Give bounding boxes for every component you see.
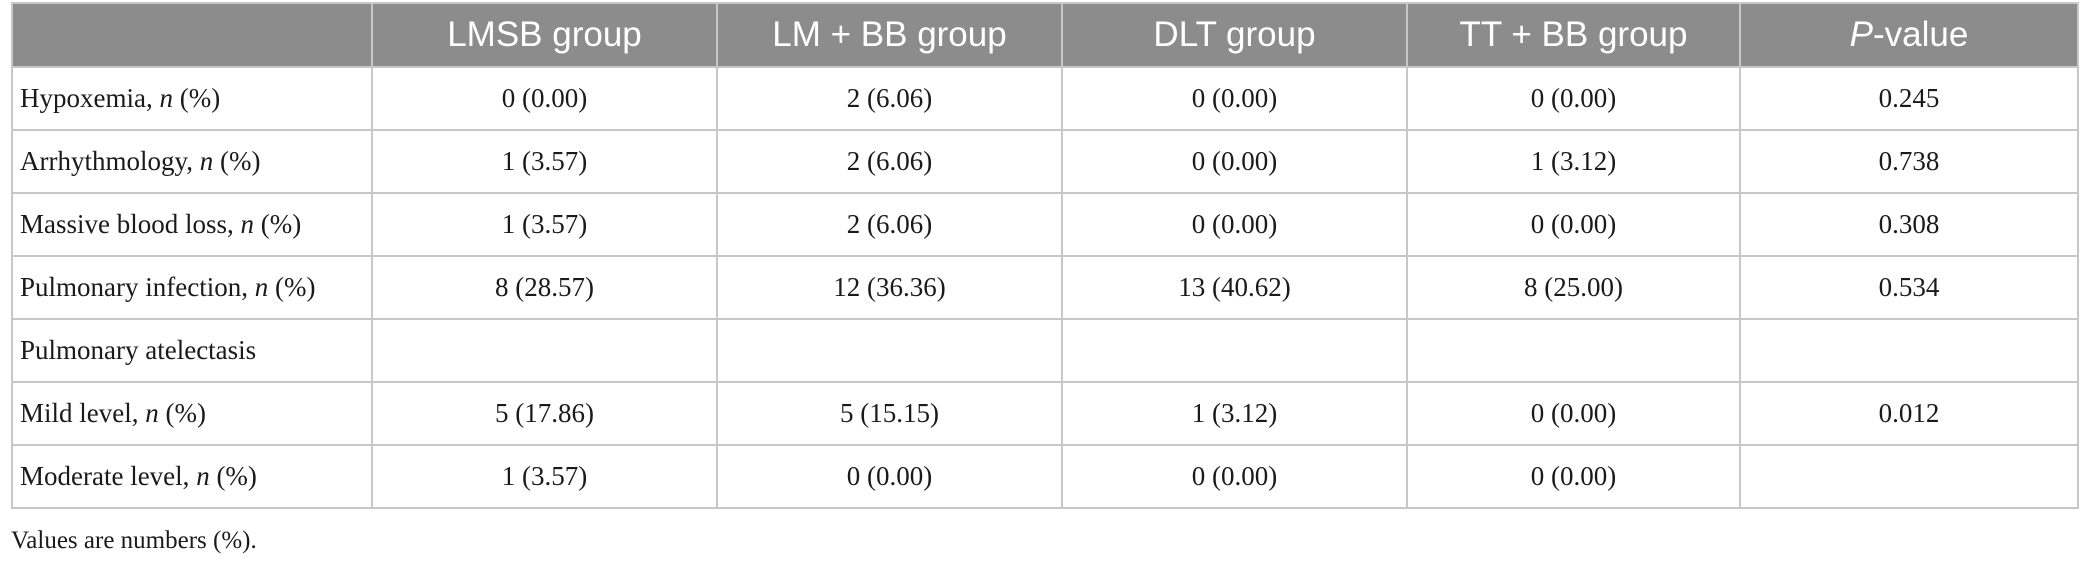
row-label-text: Hypoxemia, xyxy=(20,83,160,113)
cell-dlt: 13 (40.62) xyxy=(1061,255,1408,320)
header-p-suffix: -value xyxy=(1873,15,1969,54)
cell-lmsb xyxy=(371,318,718,383)
row-label-n: n xyxy=(145,398,159,428)
cell-p-value: 0.738 xyxy=(1739,129,2079,194)
table-row: Arrhythmology, n (%) 1 (3.57) 2 (6.06) 0… xyxy=(11,129,2079,194)
header-empty-cell xyxy=(11,2,373,68)
cell-tt-bb: 0 (0.00) xyxy=(1406,66,1741,131)
complications-table: LMSB group LM + BB group DLT group TT + … xyxy=(11,2,2079,509)
row-label-n: n xyxy=(254,272,269,302)
cell-lm-bb: 2 (6.06) xyxy=(716,129,1063,194)
row-label-n: n xyxy=(240,209,255,239)
row-label-n: n xyxy=(199,146,214,176)
cell-lm-bb: 2 (6.06) xyxy=(716,66,1063,131)
row-label: Pulmonary infection, n (%) xyxy=(11,255,373,320)
cell-tt-bb: 0 (0.00) xyxy=(1406,444,1741,509)
table-body: Hypoxemia, n (%) 0 (0.00) 2 (6.06) 0 (0.… xyxy=(11,66,2079,509)
cell-lm-bb: 0 (0.00) xyxy=(716,444,1063,509)
header-tt-bb-group: TT + BB group xyxy=(1406,2,1741,68)
row-label-pct: (%) xyxy=(268,272,316,302)
table-row: Mild level, n (%) 5 (17.86) 5 (15.15) 1 … xyxy=(11,381,2079,446)
row-label: Hypoxemia, n (%) xyxy=(11,66,373,131)
row-label-text: Pulmonary infection, xyxy=(20,272,255,302)
header-lm-bb-group: LM + BB group xyxy=(716,2,1063,68)
cell-lmsb: 1 (3.57) xyxy=(371,444,718,509)
cell-lmsb: 1 (3.57) xyxy=(371,192,718,257)
header-p-letter: P xyxy=(1849,15,1874,54)
cell-tt-bb: 0 (0.00) xyxy=(1406,381,1741,446)
row-label-n: n xyxy=(159,83,173,113)
table-footnote: Values are numbers (%). xyxy=(11,527,257,554)
cell-dlt: 0 (0.00) xyxy=(1061,192,1408,257)
cell-p-value: 0.534 xyxy=(1739,255,2079,320)
row-label-pct: (%) xyxy=(213,146,261,176)
table-header: LMSB group LM + BB group DLT group TT + … xyxy=(11,2,2079,68)
row-label-text: Massive blood loss, xyxy=(20,209,241,239)
row-label-n: n xyxy=(196,461,210,491)
row-label: Mild level, n (%) xyxy=(11,381,373,446)
cell-tt-bb xyxy=(1406,318,1741,383)
header-p-value: P-value xyxy=(1739,2,2079,68)
cell-dlt: 0 (0.00) xyxy=(1061,129,1408,194)
cell-p-value: 0.308 xyxy=(1739,192,2079,257)
cell-tt-bb: 0 (0.00) xyxy=(1406,192,1741,257)
row-label-text: Arrhythmology, xyxy=(20,146,200,176)
row-label: Massive blood loss, n (%) xyxy=(11,192,373,257)
cell-lmsb: 8 (28.57) xyxy=(371,255,718,320)
header-dlt-group: DLT group xyxy=(1061,2,1408,68)
header-row: LMSB group LM + BB group DLT group TT + … xyxy=(11,2,2079,68)
cell-p-value: 0.012 xyxy=(1739,381,2079,446)
row-label-pct: (%) xyxy=(254,209,302,239)
cell-dlt: 0 (0.00) xyxy=(1061,66,1408,131)
cell-dlt: 1 (3.12) xyxy=(1061,381,1408,446)
cell-p-value xyxy=(1739,318,2079,383)
cell-lm-bb: 12 (36.36) xyxy=(716,255,1063,320)
row-label-text: Mild level, xyxy=(20,398,146,428)
table-row-section: Pulmonary atelectasis xyxy=(11,318,2079,383)
row-label: Arrhythmology, n (%) xyxy=(11,129,373,194)
cell-lmsb: 1 (3.57) xyxy=(371,129,718,194)
row-label-pct: (%) xyxy=(158,398,206,428)
row-label-pct: (%) xyxy=(172,83,221,113)
cell-p-value xyxy=(1739,444,2079,509)
row-label-text: Pulmonary atelectasis xyxy=(20,335,257,365)
cell-dlt xyxy=(1061,318,1408,383)
cell-dlt: 0 (0.00) xyxy=(1061,444,1408,509)
section-label: Pulmonary atelectasis xyxy=(11,318,373,383)
cell-lmsb: 5 (17.86) xyxy=(371,381,718,446)
complications-table-wrapper: LMSB group LM + BB group DLT group TT + … xyxy=(11,2,2079,509)
cell-lm-bb: 5 (15.15) xyxy=(716,381,1063,446)
table-row: Pulmonary infection, n (%) 8 (28.57) 12 … xyxy=(11,255,2079,320)
table-row: Massive blood loss, n (%) 1 (3.57) 2 (6.… xyxy=(11,192,2079,257)
table-row: Moderate level, n (%) 1 (3.57) 0 (0.00) … xyxy=(11,444,2079,509)
cell-p-value: 0.245 xyxy=(1739,66,2079,131)
cell-tt-bb: 1 (3.12) xyxy=(1406,129,1741,194)
header-lmsb-group: LMSB group xyxy=(371,2,718,68)
cell-tt-bb: 8 (25.00) xyxy=(1406,255,1741,320)
cell-lm-bb xyxy=(716,318,1063,383)
table-row: Hypoxemia, n (%) 0 (0.00) 2 (6.06) 0 (0.… xyxy=(11,66,2079,131)
row-label: Moderate level, n (%) xyxy=(11,444,373,509)
cell-lm-bb: 2 (6.06) xyxy=(716,192,1063,257)
row-label-pct: (%) xyxy=(209,461,257,491)
row-label-text: Moderate level, xyxy=(20,461,197,491)
cell-lmsb: 0 (0.00) xyxy=(371,66,718,131)
